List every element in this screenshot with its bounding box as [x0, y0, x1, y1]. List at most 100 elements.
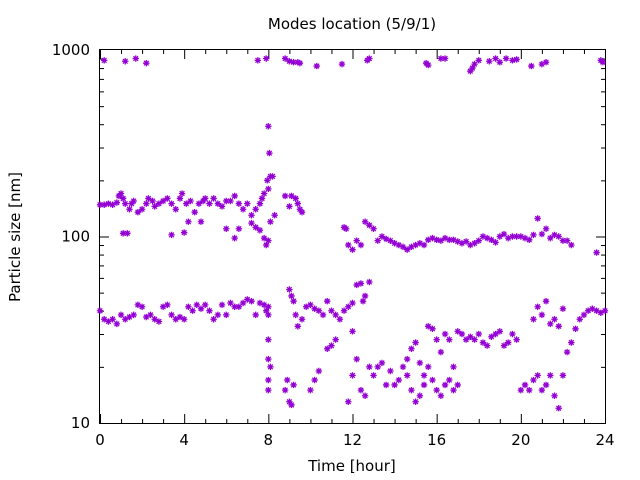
data-point: [172, 206, 179, 213]
data-point: [172, 316, 179, 323]
data-point: [267, 363, 274, 371]
x-tick-label: 24: [595, 431, 614, 449]
data-point: [143, 313, 150, 321]
data-point: [235, 303, 243, 310]
data-point: [437, 348, 445, 356]
data-point: [542, 225, 550, 232]
data-point: [307, 301, 314, 309]
data-point: [530, 376, 537, 384]
data-point: [117, 190, 125, 197]
data-point: [187, 197, 194, 205]
data-point: [117, 311, 125, 319]
data-point: [429, 234, 436, 242]
data-point: [513, 233, 520, 240]
data-point: [399, 363, 407, 371]
data-point: [559, 305, 567, 312]
data-point: [248, 212, 255, 219]
data-point: [509, 330, 516, 338]
data-point: [601, 307, 609, 314]
data-point: [530, 316, 537, 323]
data-point: [122, 58, 129, 65]
data-point: [572, 325, 579, 332]
data-point: [593, 307, 600, 314]
data-point: [122, 316, 129, 323]
data-point: [555, 233, 562, 240]
data-point: [294, 200, 301, 207]
data-point: [202, 301, 209, 309]
data-point: [408, 386, 415, 394]
data-point: [357, 386, 365, 394]
data-point: [134, 208, 142, 216]
data-point: [469, 64, 476, 72]
data-point: [101, 57, 108, 64]
data-point: [288, 192, 295, 200]
data-point: [197, 305, 205, 312]
data-point: [483, 342, 491, 349]
y-tick-label: 100: [61, 228, 90, 246]
data-point: [416, 359, 424, 367]
data-point: [286, 203, 293, 210]
data-point: [265, 237, 272, 244]
data-point: [260, 301, 268, 309]
data-point: [486, 58, 493, 65]
data-point: [143, 59, 150, 67]
data-point: [342, 225, 350, 232]
data-point: [235, 200, 243, 207]
data-point: [479, 339, 487, 346]
data-point: [551, 316, 558, 323]
data-point: [563, 237, 571, 244]
data-point: [147, 311, 154, 319]
data-point: [126, 206, 133, 213]
data-point: [509, 57, 516, 64]
data-point: [563, 348, 571, 356]
data-point: [551, 231, 558, 239]
data-point: [382, 235, 390, 243]
data-point: [475, 57, 482, 64]
data-point: [96, 201, 104, 208]
data-point: [218, 203, 226, 210]
data-point: [420, 241, 428, 249]
data-point: [441, 381, 449, 389]
data-point: [387, 367, 394, 375]
data-point: [113, 320, 121, 328]
data-point: [513, 336, 520, 343]
data-point: [458, 330, 466, 338]
data-point: [467, 241, 474, 249]
data-point: [281, 55, 289, 62]
data-point: [496, 233, 503, 240]
data-point: [214, 311, 222, 319]
y-tick-label: 1000: [52, 41, 90, 59]
data-point: [584, 307, 592, 314]
data-point: [593, 249, 600, 256]
data-point: [101, 201, 108, 208]
data-point: [231, 303, 238, 310]
data-point: [143, 200, 150, 207]
data-point: [263, 307, 270, 314]
data-point: [164, 195, 171, 202]
data-point: [122, 200, 129, 207]
data-point: [281, 386, 289, 394]
data-point: [425, 323, 432, 330]
data-point: [450, 236, 457, 244]
data-point: [294, 59, 301, 66]
data-point: [193, 301, 200, 309]
data-point: [340, 307, 348, 314]
data-point: [319, 311, 327, 319]
data-point: [359, 297, 367, 305]
data-point: [284, 376, 291, 384]
y-tick-label: 10: [71, 414, 90, 432]
data-point: [412, 241, 419, 249]
data-point: [502, 55, 510, 62]
data-point: [580, 311, 588, 319]
data-point: [155, 318, 163, 325]
x-tick-label: 12: [343, 431, 362, 449]
data-point: [214, 200, 222, 207]
data-point: [292, 311, 299, 319]
data-point: [542, 59, 550, 66]
data-point: [441, 55, 449, 62]
data-point: [105, 200, 112, 207]
data-point: [471, 336, 478, 343]
data-point: [425, 61, 432, 69]
data-point: [496, 328, 503, 335]
data-point: [361, 218, 369, 225]
